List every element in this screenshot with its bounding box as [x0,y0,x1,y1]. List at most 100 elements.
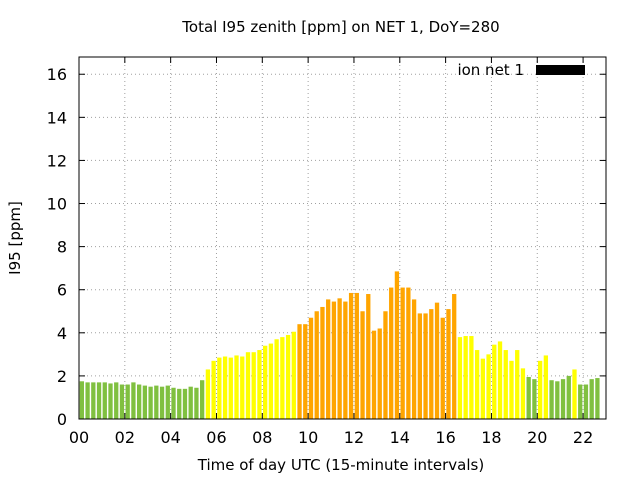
bar [337,298,342,419]
bar [354,292,359,419]
bar [446,309,451,419]
bar [297,324,302,419]
bar [314,311,319,419]
bar [583,384,589,419]
bar [463,336,468,419]
ticks [78,57,606,420]
legend-swatch [536,65,585,75]
bar [486,354,491,419]
bar [423,313,428,419]
bar [469,336,474,419]
bar [515,350,520,419]
bar [520,368,526,419]
y-tick-labels: 0 2 4 6 8 10 12 14 16 [47,65,67,429]
bar [303,324,308,419]
bar [119,384,125,419]
bar [91,382,96,419]
bar [245,352,251,419]
bar [360,311,365,419]
y-tick-label: 2 [57,367,67,386]
bar [142,385,148,419]
bar [509,360,514,419]
bar [383,311,388,419]
bar [377,328,382,419]
bar [532,379,537,419]
bar [240,356,245,419]
bar [549,380,554,419]
bar [457,337,463,419]
x-tick-label: 10 [298,428,318,447]
bar [263,345,268,419]
y-tick-label: 14 [47,108,67,127]
bar [165,385,170,419]
bar [148,386,153,419]
grid [79,57,606,419]
bar [503,350,508,419]
x-tick-label: 04 [160,428,180,447]
bar [188,386,193,419]
bar [96,382,102,419]
x-tick-label: 08 [252,428,272,447]
y-tick-label: 10 [47,195,67,214]
bar [222,356,228,419]
bar [566,375,571,419]
bar [308,317,314,419]
legend: ion net 1 [457,61,585,79]
plot-frame [78,56,607,420]
bar [429,309,434,419]
bar [452,294,457,419]
x-axis-label: Time of day UTC (15-minute intervals) [197,456,484,474]
bar [343,301,348,419]
y-tick-label: 6 [57,281,67,300]
bar [159,386,165,419]
y-tick-label: 0 [57,410,67,429]
bar [394,271,400,419]
bar [497,341,503,419]
x-tick-labels: 00 02 04 06 08 10 12 14 16 18 20 22 [69,428,593,447]
bar [543,355,549,419]
bar [526,376,531,419]
bar [280,337,285,419]
bar [371,330,377,419]
bar [560,379,566,419]
bar [366,294,371,419]
y-axis-label: I95 [ppm] [6,201,24,275]
bar [411,299,417,419]
bar [274,339,279,419]
y-tick-label: 8 [57,238,67,257]
bar [331,301,337,419]
legend-label: ion net 1 [457,61,524,79]
bar [389,287,394,419]
bar [434,302,440,419]
bar [200,380,205,419]
y-tick-label: 16 [47,65,67,84]
bar [578,384,583,419]
bar [492,344,497,419]
y-tick-label: 12 [47,151,67,170]
bar [348,292,354,419]
bar [154,385,159,419]
x-tick-label: 00 [69,428,89,447]
bars [79,271,600,419]
bar [102,382,107,419]
bar [85,382,90,419]
bar [131,382,136,419]
bar [205,369,211,419]
bar [572,369,577,419]
bar [326,299,331,419]
bar [125,384,130,419]
bar [79,381,85,419]
bar [440,317,445,419]
bar [108,383,113,419]
x-tick-label: 20 [527,428,547,447]
bar [211,360,216,419]
bar [417,313,422,419]
bar [474,350,480,419]
bar [555,381,560,419]
bar [234,355,239,419]
bar [406,287,411,419]
bar [480,358,485,419]
bar [291,331,296,419]
y-tick-label: 4 [57,324,67,343]
